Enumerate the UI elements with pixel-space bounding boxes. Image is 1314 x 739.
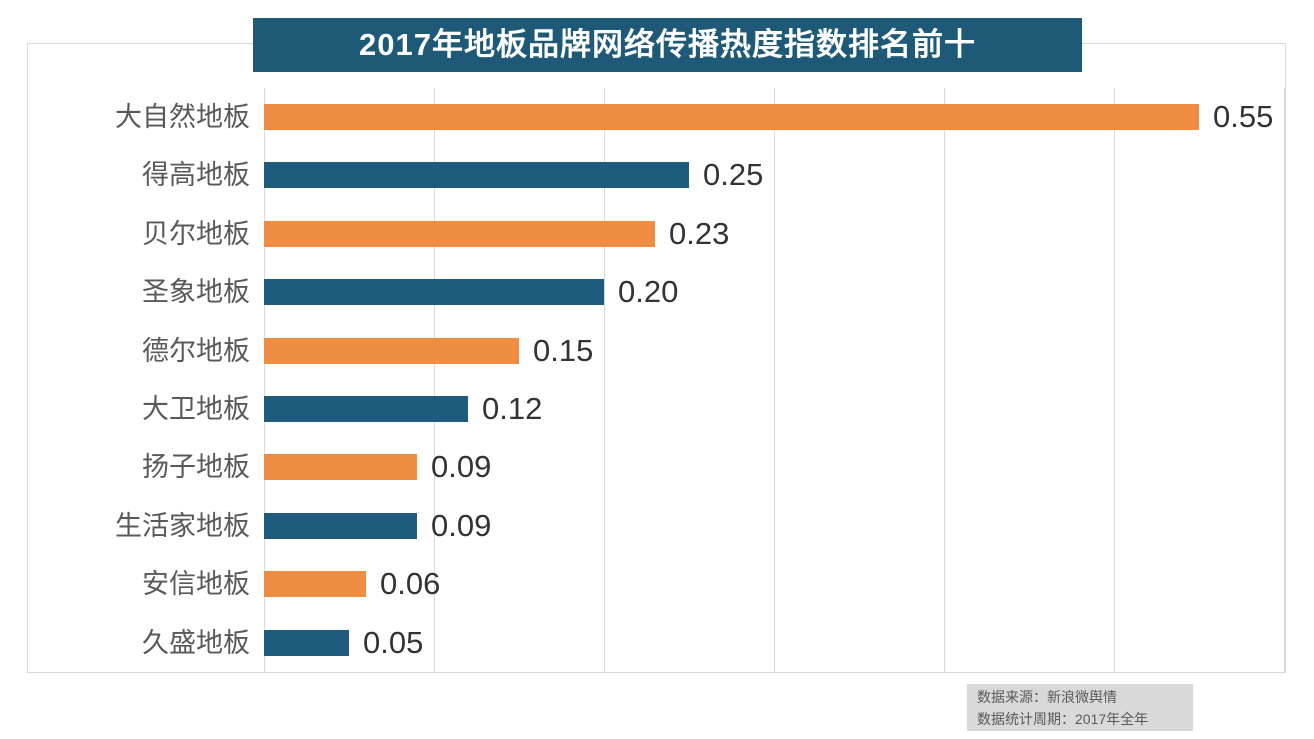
category-label: 生活家地板: [115, 511, 250, 541]
category-label: 扬子地板: [142, 452, 250, 482]
source-note-line2: 数据统计周期：2017年全年: [977, 711, 1149, 727]
category-label: 大自然地板: [115, 102, 250, 132]
value-label: 0.15: [533, 333, 594, 368]
category-label: 德尔地板: [142, 336, 250, 366]
category-label: 圣象地板: [142, 277, 250, 307]
bar-row: 扬子地板 0.09: [0, 438, 1314, 496]
bar-row: 圣象地板 0.20: [0, 263, 1314, 321]
source-note: 数据来源：新浪微舆情 数据统计周期：2017年全年: [967, 684, 1193, 731]
bar: [264, 396, 468, 422]
category-label: 得高地板: [142, 160, 250, 190]
value-label: 0.05: [363, 625, 424, 660]
value-label: 0.23: [669, 216, 730, 251]
value-label: 0.20: [618, 274, 679, 309]
bar-row: 生活家地板 0.09: [0, 497, 1314, 555]
bar: [264, 338, 519, 364]
value-label: 0.25: [703, 157, 764, 192]
gridline: [944, 88, 945, 672]
value-label: 0.55: [1213, 99, 1274, 134]
bar: [264, 162, 689, 188]
chart-title: 2017年地板品牌网络传播热度指数排名前十: [253, 18, 1082, 72]
bar: [264, 571, 366, 597]
value-label: 0.12: [482, 391, 543, 426]
chart-title-text: 2017年地板品牌网络传播热度指数排名前十: [359, 27, 976, 62]
gridline: [1114, 88, 1115, 672]
bar: [264, 221, 655, 247]
gridline: [1284, 88, 1285, 672]
bar-row: 得高地板 0.25: [0, 146, 1314, 204]
gridline: [264, 88, 265, 672]
gridline: [434, 88, 435, 672]
gridline: [774, 88, 775, 672]
gridline: [604, 88, 605, 672]
category-label: 久盛地板: [142, 628, 250, 658]
bar: [264, 279, 604, 305]
source-note-line1: 数据来源：新浪微舆情: [977, 689, 1117, 705]
category-label: 贝尔地板: [142, 219, 250, 249]
category-label: 大卫地板: [142, 394, 250, 424]
bar-row: 大自然地板 0.55: [0, 88, 1314, 146]
bar-row: 德尔地板 0.15: [0, 322, 1314, 380]
value-label: 0.09: [431, 449, 492, 484]
bar-row: 大卫地板 0.12: [0, 380, 1314, 438]
bar: [264, 630, 349, 656]
bar: [264, 513, 417, 539]
bar: [264, 104, 1199, 130]
bar-row: 贝尔地板 0.23: [0, 205, 1314, 263]
bar-row: 久盛地板 0.05: [0, 614, 1314, 672]
value-label: 0.09: [431, 508, 492, 543]
value-label: 0.06: [380, 566, 441, 601]
bar: [264, 454, 417, 480]
category-label: 安信地板: [142, 569, 250, 599]
bar-row: 安信地板 0.06: [0, 555, 1314, 613]
